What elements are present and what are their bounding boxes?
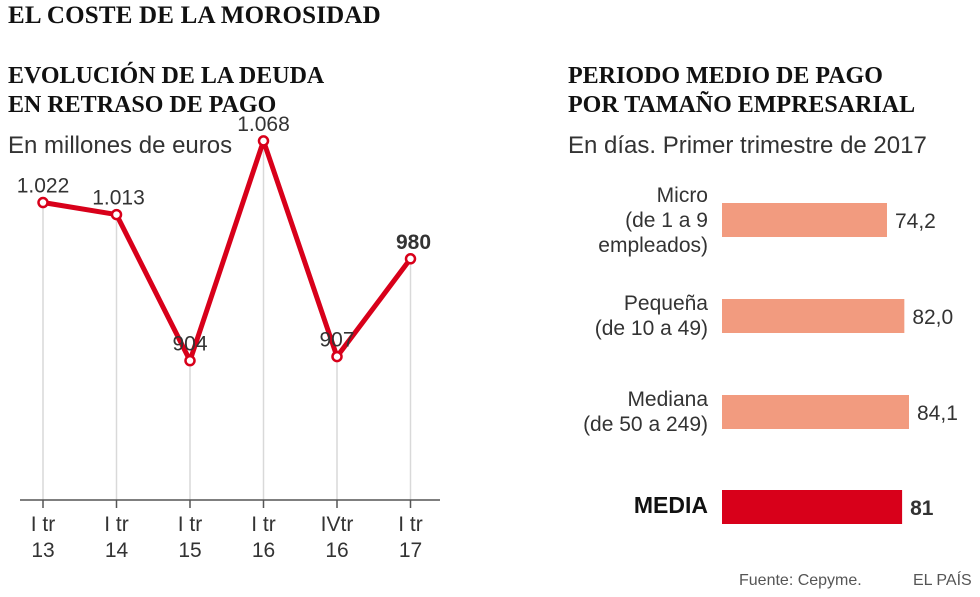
- line-chart: 1.022 1.013 904 1.068 907 980 I tr 13 I tr 14 I tr…: [17, 113, 440, 562]
- bar-value-label: 74,2: [895, 210, 936, 233]
- data-line: [42, 138, 413, 364]
- x-tick-label: I tr: [178, 513, 203, 536]
- line-chart-title-line-2: EN RETRASO DE PAGO: [8, 92, 277, 118]
- x-tick-label: 17: [399, 539, 422, 562]
- bar-chart-title-line-2: POR TAMAÑO EMPRESARIAL: [568, 92, 916, 118]
- line-chart-title-line-1: EVOLUCIÓN DE LA DEUDA: [8, 63, 325, 89]
- bar-category-detail: (de 1 a 9: [625, 208, 708, 232]
- data-point: [37, 196, 49, 209]
- data-point: [257, 135, 270, 147]
- main-title: EL COSTE DE LA MOROSIDAD: [8, 2, 381, 29]
- x-tick-label: I tr: [31, 513, 56, 536]
- bar: [722, 299, 905, 333]
- bar-chart-title-line-1: PERIODO MEDIO DE PAGO: [568, 63, 883, 89]
- bar-category-name: Micro: [656, 183, 708, 207]
- data-point: [184, 354, 196, 367]
- bar-category-label: MEDIA: [408, 491, 708, 518]
- bar-category-name: MEDIA: [633, 491, 708, 518]
- brand-label: EL PAÍS: [913, 572, 972, 589]
- data-label: 980: [396, 231, 431, 254]
- x-tick-label: I tr: [104, 513, 129, 536]
- line-chart-subtitle: En millones de euros: [8, 132, 233, 159]
- bar-value-label: 84,1: [917, 402, 958, 425]
- bar-chart-subtitle: En días. Primer trimestre de 2017: [568, 132, 927, 159]
- data-point: [404, 253, 417, 265]
- x-tick-label: 13: [31, 539, 54, 562]
- line-chart-title: EVOLUCIÓN DE LA DEUDA EN RETRASO DE PAGO: [8, 62, 324, 120]
- data-point: [331, 350, 343, 363]
- x-tick-label: IVtr: [321, 513, 354, 536]
- x-tick-label: 15: [178, 539, 201, 562]
- bar-category-detail: (de 50 a 249): [583, 413, 708, 436]
- bar-category-name: Pequeña: [623, 292, 708, 315]
- bar-chart-title: PERIODO MEDIO DE PAGO POR TAMAÑO EMPRESA…: [568, 62, 915, 120]
- bar-category-label: Micro (de 1 a 9 empleados): [408, 183, 708, 258]
- x-tick-label: 16: [252, 539, 275, 562]
- data-label: 1.022: [17, 175, 70, 198]
- bar-category-detail: empleados): [598, 233, 708, 257]
- bar: [722, 203, 887, 237]
- x-tick-label: 14: [105, 539, 129, 562]
- bar-category-label: Mediana (de 50 a 249): [408, 387, 708, 437]
- bar-category-detail: (de 10 a 49): [594, 317, 708, 340]
- bar-total: [722, 490, 903, 524]
- bar-value-label: 81: [910, 497, 934, 520]
- data-label: 904: [172, 333, 207, 356]
- bar-category-name: Mediana: [627, 388, 708, 411]
- data-label: 907: [319, 329, 354, 352]
- data-label: 1.013: [92, 187, 145, 210]
- bar-category-label: Pequeña (de 10 a 49): [408, 291, 708, 341]
- source-note: Fuente: Cepyme.: [739, 572, 862, 589]
- bar-value-label: 82,0: [912, 306, 953, 329]
- x-tick-label: I tr: [398, 513, 423, 536]
- x-tick-label: 16: [325, 539, 348, 562]
- data-point: [110, 208, 123, 221]
- bar: [722, 395, 909, 429]
- data-label: 1.068: [237, 113, 290, 136]
- x-tick-label: I tr: [251, 513, 276, 536]
